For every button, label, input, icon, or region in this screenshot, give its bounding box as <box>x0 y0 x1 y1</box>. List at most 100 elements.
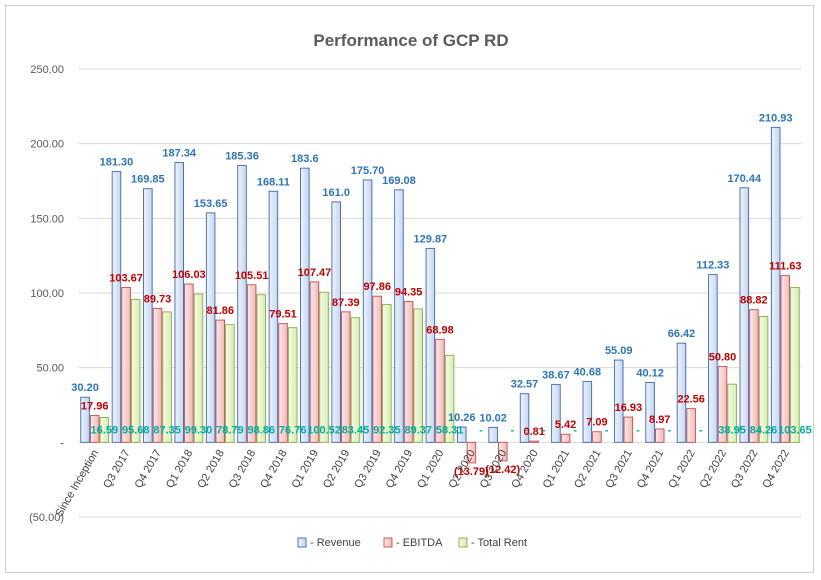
data-label: 103.67 <box>109 273 143 285</box>
x-tick-label: Q3 2017 <box>101 448 132 491</box>
bar-ebitda <box>246 284 257 443</box>
bar-ebitda <box>780 275 791 443</box>
bar-totalrent <box>444 354 455 443</box>
data-label: 100.52 <box>307 424 341 436</box>
bar-totalrent <box>758 316 769 443</box>
bar-totalrent <box>287 327 298 443</box>
y-tick-label: 250.00 <box>30 64 64 76</box>
x-tick-label: Q4 2017 <box>133 448 164 491</box>
bar-ebitda <box>654 428 665 443</box>
x-tick-label: Q4 2021 <box>635 448 666 491</box>
x-axis: Since Inception Q3 2017 Q4 2017 Q1 2018 Q2 2… <box>53 448 792 519</box>
data-label: - <box>668 424 672 436</box>
data-label: 58.31 <box>436 424 464 436</box>
x-tick-label: Q3 2019 <box>352 448 383 491</box>
bar-revenue <box>237 165 247 443</box>
x-tick-label: Q1 2020 <box>415 448 446 491</box>
data-label: 185.36 <box>225 151 259 163</box>
y-tick-label: (50.00) <box>29 512 64 524</box>
bar-totalrent <box>727 383 737 443</box>
data-label: 16.93 <box>615 402 643 414</box>
data-label: - <box>573 424 577 436</box>
bar-revenue <box>143 188 153 443</box>
data-label: (12.42) <box>485 464 520 476</box>
bar-ebitda <box>466 441 477 464</box>
data-label: 169.85 <box>131 174 165 186</box>
data-label: 92.35 <box>373 424 401 436</box>
data-label: 161.0 <box>322 187 350 199</box>
x-tick-label: Since Inception <box>53 448 101 519</box>
bar-revenue <box>582 381 593 443</box>
bar-totalrent <box>350 317 361 443</box>
x-tick-label: Q3 2022 <box>729 448 760 491</box>
x-tick-label: Q3 2018 <box>227 448 258 491</box>
x-tick-label: Q2 2019 <box>321 448 352 491</box>
x-tick-label: Q4 2019 <box>384 448 415 491</box>
bar-revenue <box>613 359 624 443</box>
data-label: (13.79) <box>454 466 489 478</box>
chart-title: Performance of GCP RD <box>313 31 508 50</box>
bar-revenue <box>425 247 436 443</box>
bar-ebitda <box>89 415 100 443</box>
data-label: 210.93 <box>759 112 793 124</box>
x-tick-label: Q3 2021 <box>603 448 634 491</box>
data-label: 105.51 <box>235 270 269 282</box>
bar-ebitda <box>749 309 759 443</box>
bar-revenue <box>551 384 561 443</box>
legend-swatch <box>458 537 468 548</box>
data-label: 76.76 <box>279 424 307 436</box>
bar-revenue <box>205 212 216 443</box>
bar-revenue <box>174 162 184 443</box>
bar-totalrent <box>225 324 235 443</box>
bar-revenue <box>362 179 373 443</box>
data-label: 89.37 <box>404 424 432 436</box>
bar-revenue <box>80 396 90 443</box>
x-tick-label: Q1 2022 <box>666 448 697 491</box>
data-label: 40.68 <box>574 367 602 379</box>
data-label: - <box>699 424 703 436</box>
y-tick-label: 50.00 <box>36 363 64 375</box>
data-label: 153.65 <box>194 198 228 210</box>
data-label: 97.86 <box>363 281 391 293</box>
bar-ebitda <box>592 431 602 443</box>
bar-revenue <box>770 126 781 443</box>
data-label: 79.51 <box>269 309 297 321</box>
y-tick-label: 200.00 <box>30 139 64 151</box>
bar-revenue <box>394 189 404 443</box>
data-label: 106.03 <box>172 269 206 281</box>
data-label: 170.44 <box>727 173 762 185</box>
data-label: 129.87 <box>414 233 448 245</box>
x-tick-label: Q2 2022 <box>698 448 729 491</box>
bar-ebitda <box>372 295 382 443</box>
data-label: 183.6 <box>291 153 319 165</box>
data-label: 175.70 <box>351 165 385 177</box>
data-label: 169.08 <box>382 175 416 187</box>
x-tick-label: Q2 2021 <box>572 448 603 491</box>
bar-totalrent <box>193 293 204 443</box>
data-label: 78.79 <box>216 424 244 436</box>
data-label: - <box>542 424 546 436</box>
data-label: 111.63 <box>769 261 801 273</box>
data-label: 107.47 <box>298 267 332 279</box>
bar-ebitda <box>309 281 320 443</box>
data-label: 87.35 <box>153 424 181 436</box>
y-tick-label: - <box>60 437 64 449</box>
data-label: 55.09 <box>605 345 633 357</box>
bar-ebitda <box>686 408 696 443</box>
y-axis: (50.00) - 50.00 100.00 150.00 200.00 250.00 <box>29 64 64 524</box>
bar-ebitda <box>152 307 163 443</box>
data-label: 87.39 <box>332 297 360 309</box>
data-label: 89.73 <box>144 293 172 305</box>
bar-ebitda <box>623 416 634 443</box>
legend: - Revenue - EBITDA - Total Rent <box>297 537 527 549</box>
bar-revenue <box>645 381 655 443</box>
bar-totalrent <box>99 417 110 443</box>
data-label: 187.34 <box>162 148 197 160</box>
x-tick-label: Q1 2018 <box>164 448 195 491</box>
x-tick-label: Q4 2018 <box>258 448 289 491</box>
x-tick-label: Q1 2019 <box>290 448 321 491</box>
bar-ebitda <box>403 300 414 443</box>
legend-swatch <box>297 537 307 548</box>
data-label: 83.45 <box>342 424 370 436</box>
x-tick-label: Q4 2022 <box>760 448 791 491</box>
